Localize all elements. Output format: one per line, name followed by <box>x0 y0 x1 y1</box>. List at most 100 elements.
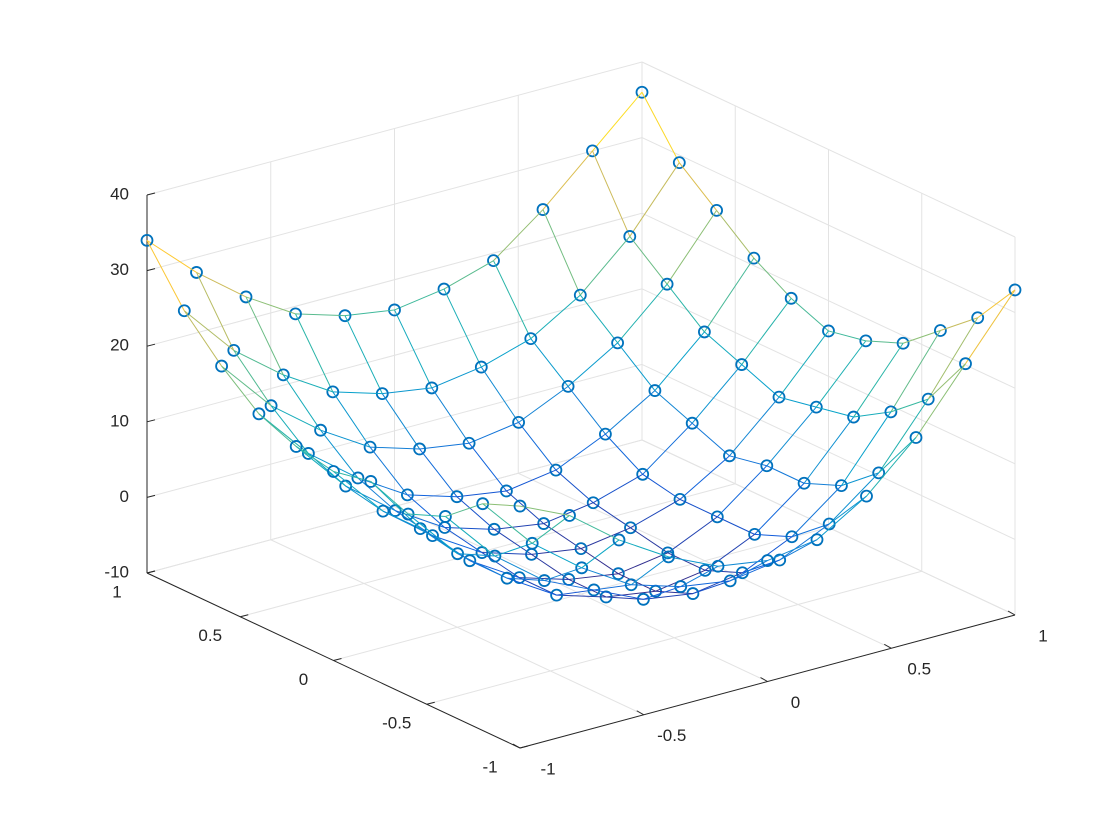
marker <box>847 410 860 424</box>
mesh-edge <box>902 330 941 344</box>
marker <box>438 510 452 523</box>
mesh-edge <box>407 494 457 498</box>
z-tick <box>146 192 156 196</box>
marker <box>512 571 526 585</box>
marker <box>575 561 589 575</box>
mesh-edge <box>542 209 581 296</box>
mesh-edge <box>493 260 532 339</box>
mesh-edge <box>766 406 817 467</box>
mesh-edge <box>344 315 383 394</box>
mesh-edge <box>282 374 322 431</box>
y-tick-label: -1 <box>482 757 497 776</box>
marker <box>363 440 377 454</box>
mesh-edge <box>332 391 383 395</box>
mesh-edge <box>333 471 371 482</box>
y-tick <box>426 701 435 705</box>
mesh-edge <box>468 421 519 444</box>
marker <box>587 583 601 597</box>
mesh-edge <box>580 527 631 550</box>
x-tick-label: -0.5 <box>657 726 686 745</box>
marker <box>1008 283 1022 297</box>
mesh-edge <box>394 288 445 311</box>
marker <box>351 471 365 485</box>
mesh-edge <box>431 387 470 444</box>
mesh-edge <box>717 516 755 535</box>
mesh-edge <box>691 422 730 457</box>
mesh-edge <box>295 446 334 472</box>
mesh-edge <box>729 396 780 457</box>
mesh-edge <box>568 578 607 598</box>
mesh-edge <box>555 469 594 504</box>
z-tick <box>146 494 156 498</box>
mesh-edge <box>196 272 235 351</box>
mesh-edge <box>493 209 544 262</box>
mesh-edge <box>221 365 272 407</box>
marker <box>662 550 675 564</box>
mesh-edge <box>445 503 483 517</box>
mesh-edge <box>654 331 705 391</box>
marker <box>513 499 527 513</box>
marker <box>698 325 711 339</box>
marker <box>809 400 823 414</box>
marker <box>760 459 774 473</box>
mesh-edge <box>544 580 594 591</box>
mesh-edge <box>196 271 247 298</box>
mesh-edge <box>668 556 719 567</box>
marker <box>784 291 798 305</box>
marker <box>289 307 302 321</box>
marker <box>710 203 723 217</box>
mesh-edge <box>592 91 643 152</box>
marker <box>735 358 749 371</box>
mesh-edge <box>419 442 470 450</box>
z-tick-label: 10 <box>110 411 129 430</box>
mesh-edge <box>431 366 482 389</box>
mesh-edge <box>779 539 818 561</box>
mesh-edge <box>592 473 643 504</box>
mesh-edge <box>258 413 297 447</box>
z-tick-label: -10 <box>104 562 129 581</box>
mesh-edge <box>866 437 917 497</box>
mesh-edge <box>828 472 880 525</box>
mesh-edge <box>506 577 557 596</box>
mesh-edge <box>778 330 829 398</box>
marker <box>327 465 340 478</box>
mesh-edge <box>568 573 619 580</box>
mesh-edge <box>482 503 533 544</box>
mesh-edge <box>407 513 458 555</box>
mesh-edge <box>841 472 879 487</box>
mesh-edge <box>480 366 520 423</box>
marker <box>239 290 253 304</box>
mesh-edge <box>555 433 606 471</box>
marker <box>550 588 563 602</box>
z-tick <box>146 343 156 347</box>
mesh-edge <box>630 527 669 554</box>
mesh-edge <box>878 398 929 474</box>
marker <box>538 574 551 587</box>
mesh-edge <box>704 331 743 365</box>
marker <box>723 574 737 588</box>
marker <box>672 156 686 170</box>
mesh-edge <box>754 482 805 535</box>
marker <box>860 489 873 503</box>
mesh-edge <box>443 288 482 368</box>
mesh-edge <box>543 523 582 550</box>
mesh-edge <box>518 422 557 471</box>
mesh-edge <box>679 498 718 518</box>
mesh-edge <box>494 542 533 557</box>
z-tick <box>146 419 156 423</box>
marker <box>512 415 525 429</box>
mesh-edge <box>617 283 668 344</box>
grid-line <box>641 288 1016 465</box>
mesh-edge <box>494 523 544 530</box>
marker <box>673 492 687 506</box>
mesh-edge <box>569 515 620 541</box>
mesh-edge <box>531 548 582 555</box>
x-tick <box>884 643 892 649</box>
mesh-edge <box>381 393 421 450</box>
mesh-edge <box>828 495 867 525</box>
mesh-edge <box>481 338 532 368</box>
mesh-edge <box>394 309 433 389</box>
mesh-edge <box>618 552 668 575</box>
marker <box>264 399 278 413</box>
mesh-edge <box>357 477 396 511</box>
